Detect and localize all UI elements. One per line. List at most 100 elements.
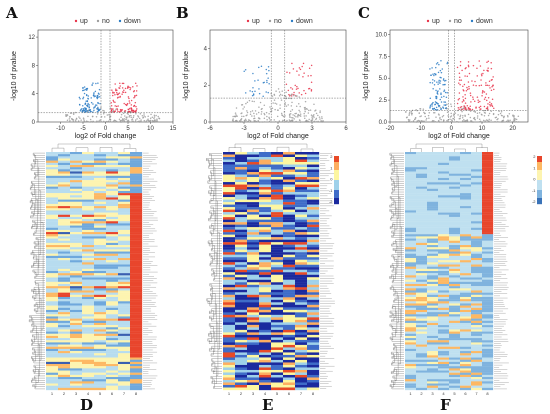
heatmap-cell <box>130 186 143 189</box>
heatmap-cell <box>295 322 308 326</box>
heatmap-cell <box>283 269 296 273</box>
heatmap-cell <box>58 232 71 235</box>
heatmap-cell <box>482 286 494 289</box>
heatmap-cell <box>307 292 320 295</box>
heatmap-cell <box>82 199 95 202</box>
heatmap-cell <box>106 206 119 209</box>
heatmap-cell <box>82 312 95 315</box>
volcano-point-no <box>147 115 149 117</box>
heatmap-cell <box>94 199 107 202</box>
volcano-point-no <box>461 116 464 119</box>
heatmap-cell <box>471 374 483 378</box>
heatmap-cell <box>118 374 131 378</box>
heatmap-cell <box>70 309 83 313</box>
volcano-point-down <box>435 63 438 65</box>
heatmap-cell <box>460 301 472 304</box>
dendrogram-branch <box>32 251 35 259</box>
heatmap-cell <box>449 329 461 332</box>
heatmap-cell <box>58 258 71 261</box>
volcano-point-no <box>308 118 310 121</box>
heatmap-cell <box>295 254 308 258</box>
heatmap-cell <box>307 189 320 193</box>
heatmap-cell <box>295 172 308 175</box>
heatmap-cell <box>58 340 71 343</box>
heatmap-cell <box>438 364 450 367</box>
heatmap-cell <box>70 374 83 378</box>
heatmap-cell <box>416 264 428 267</box>
heatmap-cell <box>46 190 59 194</box>
dendrogram-branch <box>31 182 33 188</box>
volcano-point-up <box>481 94 483 97</box>
heatmap-cell <box>405 320 417 324</box>
volcano-point-no <box>478 121 480 123</box>
heatmap-cell <box>70 195 83 198</box>
heatmap-cell <box>271 254 284 258</box>
heatmap-cell <box>283 329 296 333</box>
heatmap-cell <box>416 286 428 289</box>
heatmap-cell <box>427 325 439 328</box>
heatmap-cell <box>94 223 107 226</box>
heatmap-cell <box>427 296 439 300</box>
dendrogram-branch <box>39 298 42 361</box>
heatmap-cell <box>259 169 272 173</box>
volcano-point-down <box>443 104 445 106</box>
heatmap-cell <box>70 305 83 308</box>
volcano-point-up <box>480 108 482 110</box>
heatmap-cell <box>247 239 260 243</box>
volcano-point-no <box>428 112 431 114</box>
heatmap-cell <box>58 216 71 220</box>
heatmap-cell <box>223 284 236 288</box>
heatmap-cell <box>259 157 272 160</box>
heatmap-cell <box>259 309 272 313</box>
heatmap-cell <box>247 157 260 160</box>
heatmap-cell <box>283 229 296 233</box>
dendrogram-branch <box>211 159 214 176</box>
heatmap-cell <box>223 277 236 280</box>
volcano-point-no <box>153 119 156 122</box>
heatmap-cell <box>82 364 95 367</box>
heatmap-cell <box>405 260 417 263</box>
dendrogram-branch <box>209 284 213 290</box>
heatmap-cell <box>118 227 131 231</box>
heatmap-cell <box>259 164 272 168</box>
heatmap-cell <box>438 253 450 256</box>
heatmap-cell <box>449 167 461 170</box>
heatmap-cell <box>271 274 284 278</box>
heatmap-cell <box>471 303 483 306</box>
heatmap-cell <box>70 169 83 172</box>
heatmap-cell <box>307 169 320 173</box>
heatmap-cell <box>307 179 320 183</box>
volcano-point-up <box>476 67 478 70</box>
volcano-point-down <box>443 101 445 103</box>
heatmap-cell <box>247 199 260 203</box>
heatmap-cell <box>438 385 450 388</box>
heatmap-cell <box>58 225 71 228</box>
heatmap-cell <box>271 229 284 233</box>
volcano-point-no <box>126 111 129 113</box>
heatmap-cell <box>416 210 428 213</box>
heatmap-cell <box>307 207 320 210</box>
volcano-point-up <box>293 91 295 94</box>
heatmap-cell <box>94 309 107 313</box>
dendrogram-branch <box>30 212 34 218</box>
volcano-point-no <box>500 111 503 113</box>
volcano-point-no <box>275 120 277 123</box>
heatmap-cell <box>307 344 320 348</box>
legend-marker-down <box>118 19 122 23</box>
heatmap-cell <box>482 299 494 302</box>
heatmap-cell <box>438 154 450 157</box>
dendrogram-branch <box>209 223 222 228</box>
heatmap-cell <box>283 284 296 288</box>
volcano-point-no <box>139 113 142 115</box>
heatmap-cell <box>307 242 320 245</box>
volcano-point-no <box>304 117 306 120</box>
volcano-point-no <box>121 119 124 121</box>
heatmap-cell <box>482 173 494 176</box>
heatmap-cell <box>58 329 71 332</box>
heatmap-cell <box>271 204 284 208</box>
volcano-point-down <box>96 95 99 97</box>
volcano-point-no <box>259 117 261 120</box>
dendrogram-branch <box>32 321 35 331</box>
heatmap-cell <box>482 206 494 209</box>
